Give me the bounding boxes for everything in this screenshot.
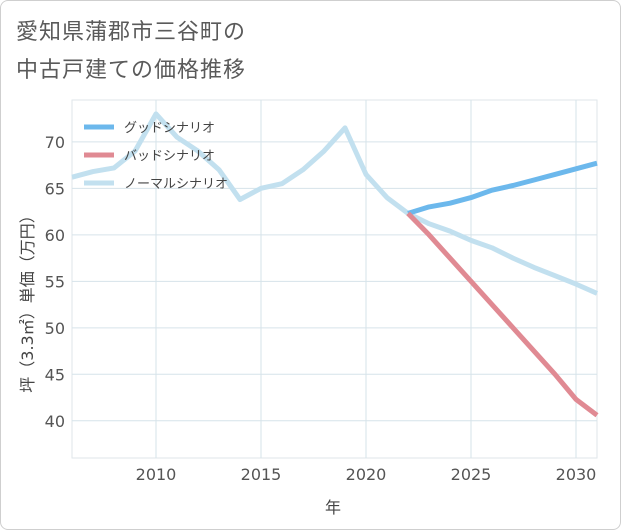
y-tick-label: 70 [45,133,65,152]
plot-area [71,99,598,459]
chart-title-line-1: 愛知県蒲郡市三谷町の [16,20,247,45]
series-line-good [407,160,598,216]
x-tick-label: 2010 [136,465,177,484]
legend-label-normal: ノーマルシナリオ [124,177,228,192]
legend-label-good: グッドシナリオ [124,121,215,136]
chart-title: 愛知県蒲郡市三谷町の 中古戸建ての価格推移 [16,14,416,90]
tick-labels: 2010 2015 2020 2025 2030 40 45 50 55 60 65 70 [45,133,597,484]
series-line-bad [406,211,599,418]
x-tick-label: 2015 [241,465,282,484]
x-axis-title: 年 [325,498,341,517]
y-axis-title: 坪（3.3㎡）単価（万円） [18,207,37,392]
y-tick-label: 65 [45,179,65,198]
x-tick-label: 2030 [556,465,597,484]
legend-label-bad: バッドシナリオ [124,149,215,164]
y-tick-label: 60 [45,226,65,245]
y-tick-label: 55 [45,272,65,291]
x-tick-label: 2025 [451,465,492,484]
series-line-normal [71,111,599,296]
series-group [71,111,599,418]
chart-title-line-2: 中古戸建ての価格推移 [16,58,247,83]
y-tick-label: 40 [45,412,65,431]
y-tick-label: 50 [45,319,65,338]
y-tick-label: 45 [45,365,65,384]
x-tick-label: 2020 [346,465,387,484]
